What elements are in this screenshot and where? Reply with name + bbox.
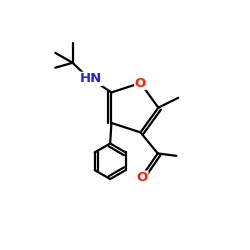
- Text: HN: HN: [80, 72, 102, 85]
- Text: O: O: [135, 76, 146, 90]
- Text: O: O: [136, 171, 148, 184]
